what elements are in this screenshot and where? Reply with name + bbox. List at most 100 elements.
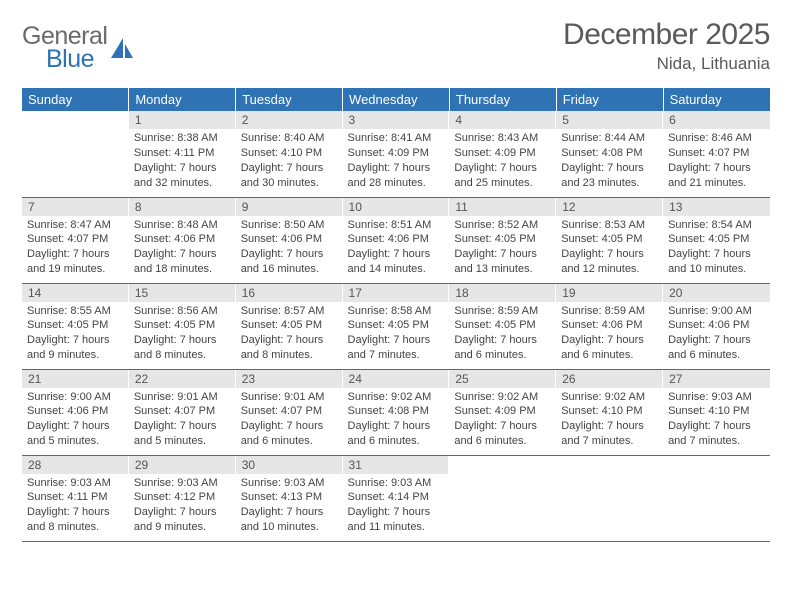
day-number: 12: [556, 198, 663, 216]
sunset-text: Sunset: 4:07 PM: [668, 146, 765, 161]
day-number: 18: [449, 284, 556, 302]
calendar-cell: 15Sunrise: 8:56 AMSunset: 4:05 PMDayligh…: [129, 283, 236, 369]
daylight-text: Daylight: 7 hours: [134, 333, 231, 348]
sunrise-text: Sunrise: 9:01 AM: [241, 390, 338, 405]
day-number: 10: [343, 198, 450, 216]
sunrise-text: Sunrise: 8:38 AM: [134, 131, 231, 146]
sunrise-text: Sunrise: 8:51 AM: [348, 218, 445, 233]
day-number: 17: [343, 284, 450, 302]
calendar-row: 7Sunrise: 8:47 AMSunset: 4:07 PMDaylight…: [22, 197, 770, 283]
sunrise-text: Sunrise: 8:59 AM: [454, 304, 551, 319]
day-number: 15: [129, 284, 236, 302]
sunset-text: Sunset: 4:05 PM: [348, 318, 445, 333]
day-number: 20: [663, 284, 770, 302]
calendar-cell: 31Sunrise: 9:03 AMSunset: 4:14 PMDayligh…: [343, 455, 450, 541]
daylight-text: Daylight: 7 hours: [561, 419, 658, 434]
day-body: Sunrise: 8:56 AMSunset: 4:05 PMDaylight:…: [129, 302, 236, 367]
sunset-text: Sunset: 4:05 PM: [27, 318, 124, 333]
sunrise-text: Sunrise: 9:03 AM: [348, 476, 445, 491]
calendar-row: 21Sunrise: 9:00 AMSunset: 4:06 PMDayligh…: [22, 369, 770, 455]
day-header: Saturday: [663, 88, 770, 111]
daylight-text: and 18 minutes.: [134, 262, 231, 277]
daylight-text: and 19 minutes.: [27, 262, 124, 277]
day-number: 22: [129, 370, 236, 388]
day-body: Sunrise: 8:46 AMSunset: 4:07 PMDaylight:…: [663, 129, 770, 194]
daylight-text: and 13 minutes.: [454, 262, 551, 277]
daylight-text: Daylight: 7 hours: [27, 333, 124, 348]
calendar-cell: 25Sunrise: 9:02 AMSunset: 4:09 PMDayligh…: [449, 369, 556, 455]
sunrise-text: Sunrise: 9:02 AM: [348, 390, 445, 405]
sunrise-text: Sunrise: 8:54 AM: [668, 218, 765, 233]
sunrise-text: Sunrise: 9:03 AM: [27, 476, 124, 491]
day-number: 8: [129, 198, 236, 216]
daylight-text: Daylight: 7 hours: [668, 247, 765, 262]
sunset-text: Sunset: 4:07 PM: [134, 404, 231, 419]
brand-logo: General Blue: [22, 18, 135, 74]
day-body: Sunrise: 8:57 AMSunset: 4:05 PMDaylight:…: [236, 302, 343, 367]
sunset-text: Sunset: 4:12 PM: [134, 490, 231, 505]
sunset-text: Sunset: 4:13 PM: [241, 490, 338, 505]
calendar-cell: 28Sunrise: 9:03 AMSunset: 4:11 PMDayligh…: [22, 455, 129, 541]
daylight-text: and 30 minutes.: [241, 176, 338, 191]
sunset-text: Sunset: 4:07 PM: [27, 232, 124, 247]
daylight-text: and 5 minutes.: [134, 434, 231, 449]
calendar-cell: [556, 455, 663, 541]
sunset-text: Sunset: 4:07 PM: [241, 404, 338, 419]
daylight-text: Daylight: 7 hours: [348, 161, 445, 176]
day-number: 21: [22, 370, 129, 388]
calendar-row: 14Sunrise: 8:55 AMSunset: 4:05 PMDayligh…: [22, 283, 770, 369]
day-body: Sunrise: 9:01 AMSunset: 4:07 PMDaylight:…: [236, 388, 343, 453]
day-number: 28: [22, 456, 129, 474]
daylight-text: and 28 minutes.: [348, 176, 445, 191]
sunset-text: Sunset: 4:06 PM: [668, 318, 765, 333]
daylight-text: Daylight: 7 hours: [27, 247, 124, 262]
sunset-text: Sunset: 4:09 PM: [454, 146, 551, 161]
calendar-cell: 5Sunrise: 8:44 AMSunset: 4:08 PMDaylight…: [556, 111, 663, 197]
day-header: Tuesday: [236, 88, 343, 111]
day-header: Friday: [556, 88, 663, 111]
sail-icon: [109, 36, 135, 62]
sunrise-text: Sunrise: 8:52 AM: [454, 218, 551, 233]
calendar-cell: 2Sunrise: 8:40 AMSunset: 4:10 PMDaylight…: [236, 111, 343, 197]
sunrise-text: Sunrise: 8:44 AM: [561, 131, 658, 146]
daylight-text: and 8 minutes.: [134, 348, 231, 363]
sunrise-text: Sunrise: 8:48 AM: [134, 218, 231, 233]
sunset-text: Sunset: 4:06 PM: [241, 232, 338, 247]
daylight-text: and 6 minutes.: [561, 348, 658, 363]
day-number: 7: [22, 198, 129, 216]
calendar-cell: 26Sunrise: 9:02 AMSunset: 4:10 PMDayligh…: [556, 369, 663, 455]
daylight-text: and 12 minutes.: [561, 262, 658, 277]
day-body: Sunrise: 8:43 AMSunset: 4:09 PMDaylight:…: [449, 129, 556, 194]
sunrise-text: Sunrise: 8:46 AM: [668, 131, 765, 146]
day-body: Sunrise: 8:59 AMSunset: 4:05 PMDaylight:…: [449, 302, 556, 367]
day-header: Sunday: [22, 88, 129, 111]
day-header: Monday: [129, 88, 236, 111]
calendar-cell: 19Sunrise: 8:59 AMSunset: 4:06 PMDayligh…: [556, 283, 663, 369]
sunrise-text: Sunrise: 9:03 AM: [668, 390, 765, 405]
day-number: 4: [449, 111, 556, 129]
daylight-text: and 6 minutes.: [668, 348, 765, 363]
day-body: Sunrise: 8:50 AMSunset: 4:06 PMDaylight:…: [236, 216, 343, 281]
day-number: 13: [663, 198, 770, 216]
daylight-text: Daylight: 7 hours: [668, 161, 765, 176]
daylight-text: Daylight: 7 hours: [561, 333, 658, 348]
sunset-text: Sunset: 4:14 PM: [348, 490, 445, 505]
calendar-cell: [449, 455, 556, 541]
day-body: Sunrise: 8:53 AMSunset: 4:05 PMDaylight:…: [556, 216, 663, 281]
sunrise-text: Sunrise: 8:58 AM: [348, 304, 445, 319]
sunrise-text: Sunrise: 8:50 AM: [241, 218, 338, 233]
day-body: Sunrise: 9:03 AMSunset: 4:13 PMDaylight:…: [236, 474, 343, 539]
day-body: Sunrise: 8:38 AMSunset: 4:11 PMDaylight:…: [129, 129, 236, 194]
daylight-text: and 7 minutes.: [668, 434, 765, 449]
day-header: Thursday: [449, 88, 556, 111]
daylight-text: and 6 minutes.: [348, 434, 445, 449]
calendar-cell: 4Sunrise: 8:43 AMSunset: 4:09 PMDaylight…: [449, 111, 556, 197]
sunrise-text: Sunrise: 8:53 AM: [561, 218, 658, 233]
day-body: Sunrise: 8:58 AMSunset: 4:05 PMDaylight:…: [343, 302, 450, 367]
calendar-cell: 21Sunrise: 9:00 AMSunset: 4:06 PMDayligh…: [22, 369, 129, 455]
day-number: 29: [129, 456, 236, 474]
daylight-text: and 6 minutes.: [241, 434, 338, 449]
sunrise-text: Sunrise: 8:43 AM: [454, 131, 551, 146]
daylight-text: and 8 minutes.: [27, 520, 124, 535]
calendar-cell: 20Sunrise: 9:00 AMSunset: 4:06 PMDayligh…: [663, 283, 770, 369]
